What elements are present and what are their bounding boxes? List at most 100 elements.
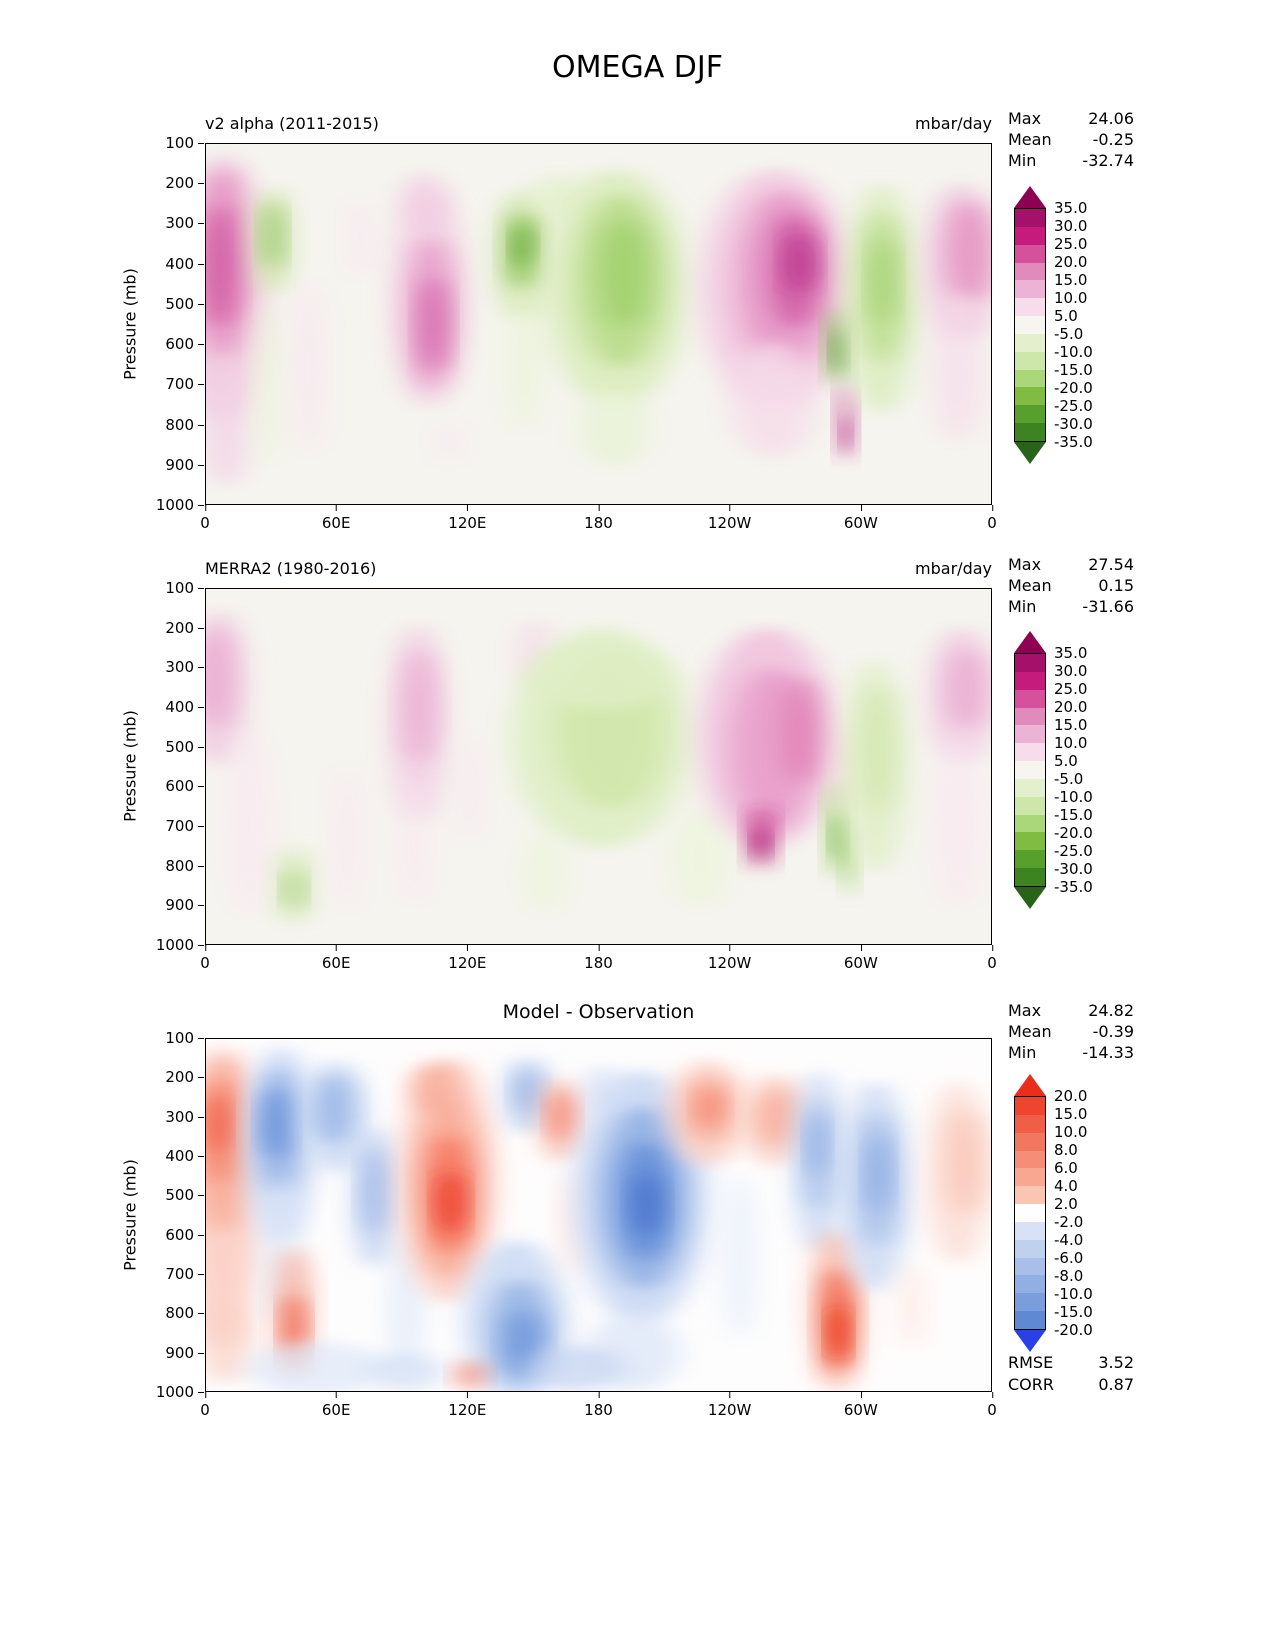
panel1-stats: Max 24.06 Mean -0.25 Min -32.74 <box>1008 108 1134 171</box>
tick-label: 60E <box>321 505 351 532</box>
tick-label: 60W <box>843 505 878 532</box>
colorbar-tick-label: 6.0 <box>1054 1159 1078 1177</box>
colorbar-tick-label: -4.0 <box>1054 1231 1084 1249</box>
tick-label: 400 <box>165 1147 204 1165</box>
panel2-plot-area <box>205 588 992 945</box>
colorbar-tick-label: -20.0 <box>1054 379 1093 397</box>
colorbar-segment <box>1015 1186 1045 1205</box>
panel2-contour-field <box>206 610 991 925</box>
stat-label: Min <box>1008 1043 1037 1062</box>
tick-label: 700 <box>165 817 204 835</box>
colorbar-tick-label: -15.0 <box>1054 1303 1093 1321</box>
tick-label: 700 <box>165 1265 204 1283</box>
panel3-title: Model - Observation <box>502 1001 695 1023</box>
colorbar-arrow-top <box>1014 186 1046 208</box>
panel2-y-axis-ticks: 100 200 300 400 500 600 700 800 900 1000 <box>100 579 205 954</box>
stat-row: Min -14.33 <box>1008 1042 1134 1063</box>
colorbar-tick-label: 15.0 <box>1054 716 1088 734</box>
colorbar-tick-label: 35.0 <box>1054 644 1088 662</box>
colorbar-tick-label: 10.0 <box>1054 734 1088 752</box>
tick-label: 800 <box>165 856 204 875</box>
stat-value: 24.06 <box>1088 109 1134 128</box>
tick-label: 300 <box>165 214 204 233</box>
tick-label: 180 <box>584 945 613 972</box>
colorbar-segment <box>1015 423 1045 441</box>
colorbar-tick-label: -35.0 <box>1054 433 1093 451</box>
colorbar-segment <box>1015 1097 1045 1115</box>
tick-label: 120W <box>707 945 752 972</box>
tick-label: 600 <box>165 1225 204 1244</box>
colorbar-tick-label: -5.0 <box>1054 325 1084 343</box>
colorbar-arrow-bottom <box>1014 1330 1046 1352</box>
panel1-subtitle: v2 alpha (2011-2015) <box>205 114 379 133</box>
colorbar-tick-label: -25.0 <box>1054 842 1093 860</box>
stat-row: RMSE 3.52 <box>1008 1352 1134 1374</box>
colorbar-segment <box>1015 689 1045 708</box>
colorbar-segment <box>1015 1114 1045 1133</box>
colorbar-tick-label: -6.0 <box>1054 1249 1084 1267</box>
colorbar-labels: 35.0 30.0 25.0 20.0 15.0 10.0 5.0 -5.0 -10.0 -15.… <box>1054 644 1124 896</box>
tick-label: 1000 <box>155 496 205 514</box>
stat-row: Max 27.54 <box>1008 554 1134 575</box>
colorbar-arrow-bottom <box>1014 442 1046 464</box>
tick-label: 120W <box>707 1392 752 1419</box>
stat-row: Mean -0.25 <box>1008 129 1134 150</box>
colorbar-segment <box>1015 1204 1045 1222</box>
tick-label: 100 <box>165 579 204 597</box>
colorbar-tick-label: 15.0 <box>1054 271 1088 289</box>
colorbar-segment <box>1015 351 1045 370</box>
colorbar-tick-label: 5.0 <box>1054 307 1078 325</box>
tick-label: 200 <box>165 174 204 193</box>
panel2-colorbar: 35.0 30.0 25.0 20.0 15.0 10.0 5.0 -5.0 -10.0 -15.… <box>1014 631 1093 909</box>
colorbar-segment <box>1015 405 1045 424</box>
colorbar-tick-label: -25.0 <box>1054 397 1093 415</box>
colorbar-segment <box>1015 369 1045 388</box>
colorbar-segment <box>1015 832 1045 851</box>
panel1-header: v2 alpha (2011-2015) mbar/day <box>205 114 992 133</box>
colorbar-segment <box>1015 1275 1045 1294</box>
colorbar-tick-label: 20.0 <box>1054 253 1088 271</box>
colorbar-segment <box>1015 707 1045 726</box>
colorbar-segment <box>1015 226 1045 245</box>
tick-label: 900 <box>165 896 204 915</box>
colorbar-body <box>1014 653 1046 887</box>
tick-label: 180 <box>584 1392 613 1419</box>
stat-row: Mean 0.15 <box>1008 575 1134 596</box>
colorbar-tick-label: 30.0 <box>1054 662 1088 680</box>
stat-value: -0.25 <box>1092 130 1134 149</box>
tick-label: 0 <box>200 1392 210 1419</box>
colorbar-segment <box>1015 814 1045 833</box>
stat-label: Max <box>1008 1001 1042 1020</box>
stat-value: 0.87 <box>1098 1375 1134 1394</box>
colorbar-tick-label: 35.0 <box>1054 199 1088 217</box>
stat-row: CORR 0.87 <box>1008 1374 1134 1396</box>
colorbar-tick-label: -10.0 <box>1054 1285 1093 1303</box>
colorbar-segment <box>1015 1293 1045 1312</box>
stat-value: -14.33 <box>1082 1043 1134 1062</box>
panel2-units: mbar/day <box>915 559 992 578</box>
panel3-colorbar: 20.0 15.0 10.0 8.0 6.0 4.0 2.0 -2.0 -4.0 -6.0 -8.0… <box>1014 1074 1093 1352</box>
colorbar-tick-label: -30.0 <box>1054 860 1093 878</box>
panel3-y-axis-ticks: 100 200 300 400 500 600 700 800 900 1000 <box>100 1029 205 1401</box>
colorbar-tick-label: -20.0 <box>1054 1321 1093 1339</box>
colorbar-segment <box>1015 1311 1045 1329</box>
colorbar-segment <box>1015 387 1045 406</box>
tick-label: 900 <box>165 1343 204 1362</box>
colorbar-segment <box>1015 796 1045 815</box>
colorbar-segment <box>1015 1239 1045 1258</box>
colorbar-segment <box>1015 743 1045 762</box>
colorbar-tick-label: -8.0 <box>1054 1267 1084 1285</box>
colorbar-tick-label: 10.0 <box>1054 289 1088 307</box>
panel1-plot-area <box>205 143 992 505</box>
stat-label: Mean <box>1008 1022 1052 1041</box>
panel2-stats: Max 27.54 Mean 0.15 Min -31.66 <box>1008 554 1134 617</box>
stat-row: Max 24.06 <box>1008 108 1134 129</box>
colorbar-tick-label: 15.0 <box>1054 1105 1088 1123</box>
stat-label: Max <box>1008 555 1042 574</box>
stat-label: Mean <box>1008 576 1052 595</box>
tick-label: 60W <box>843 945 878 972</box>
tick-label: 60W <box>843 1392 878 1419</box>
colorbar-segment <box>1015 333 1045 352</box>
stat-label: Max <box>1008 109 1042 128</box>
stat-row: Min -32.74 <box>1008 150 1134 171</box>
